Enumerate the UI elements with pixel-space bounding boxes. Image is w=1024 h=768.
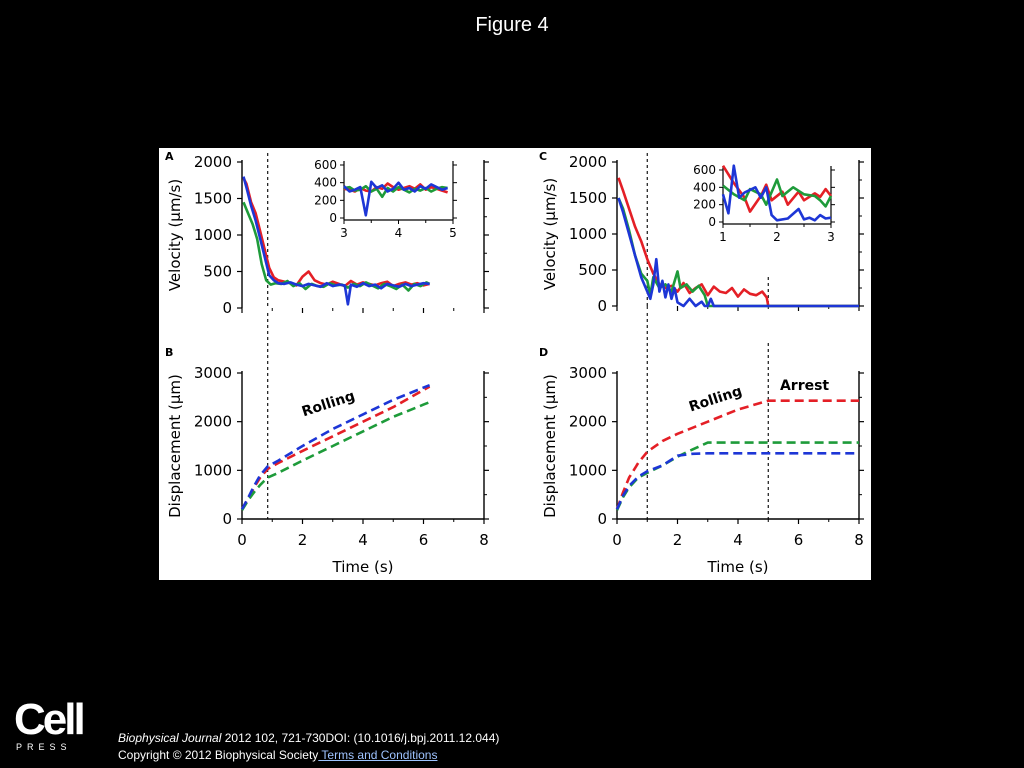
y-tick-label: 0	[222, 299, 232, 317]
x-tick-label: 2	[673, 531, 683, 549]
y-tick-label: 2000	[569, 153, 607, 171]
inset-y-tick-label: 0	[708, 215, 716, 229]
y-tick-label: 2000	[194, 413, 232, 431]
y-tick-label: 2000	[194, 153, 232, 171]
journal-name: Biophysical Journal	[118, 731, 222, 745]
terms-and-conditions-link[interactable]: Terms and Conditions	[318, 748, 438, 762]
inset-a-series-blue	[343, 180, 448, 217]
panel-a-series-blue	[242, 176, 430, 306]
x-tick-label: 6	[794, 531, 804, 549]
inset-y-tick-label: 600	[693, 163, 716, 177]
slide-title: Figure 4	[475, 14, 549, 36]
y-tick-label: 1000	[194, 226, 232, 244]
panel-letter: C	[539, 150, 547, 163]
x-tick-label: 2	[298, 531, 308, 549]
inset-x-tick-label: 3	[340, 226, 348, 240]
panel-d: D 0 1000 2000 3000 0 2 4 6 8 Displacement (μm) Time…	[539, 313, 864, 576]
y-axis-label: Velocity (μm/s)	[541, 178, 559, 290]
cell-press-logo: Cell PRESS	[14, 695, 86, 753]
inset-y-tick-label: 0	[329, 211, 337, 225]
annotation-label: Arrest	[780, 378, 829, 394]
copyright-line: Copyright © 2012 Biophysical Society Ter…	[118, 748, 437, 762]
y-tick-label: 1500	[569, 189, 607, 207]
x-tick-label: 4	[733, 531, 743, 549]
copyright-text: Copyright © 2012 Biophysical Society	[118, 748, 319, 762]
annotation-label: Rolling	[687, 383, 744, 415]
inset-x-tick-label: 5	[449, 226, 457, 240]
inset-y-tick-label: 400	[314, 176, 337, 190]
y-axis-label: Velocity (μm/s)	[166, 179, 184, 291]
figure-panel: A 0 500 1000 1500 2000 Velocity (μm/s) 0 200 400 6…	[159, 148, 871, 580]
x-tick-label: 6	[419, 531, 429, 549]
panel-c-series-blue	[617, 197, 859, 308]
y-tick-label: 0	[597, 510, 607, 528]
inset-y-tick-label: 200	[314, 193, 337, 207]
panel-letter: B	[165, 346, 173, 359]
y-tick-label: 500	[578, 261, 607, 279]
panel-d-series-red	[615, 399, 859, 510]
inset-x-tick-label: 4	[395, 226, 403, 240]
cell-logo-word: Cell	[14, 695, 86, 744]
y-tick-label: 0	[222, 510, 232, 528]
inset-x-tick-label: 2	[773, 230, 781, 244]
y-axis-label: Displacement (μm)	[541, 374, 559, 518]
y-tick-label: 1500	[194, 190, 232, 208]
y-tick-label: 2000	[569, 413, 607, 431]
citation: Biophysical Journal 2012 102, 721-730DOI…	[118, 731, 499, 745]
x-axis-label: Time (s)	[707, 558, 769, 576]
inset-y-tick-label: 400	[693, 180, 716, 194]
annotation-label: Rolling	[300, 388, 357, 420]
y-tick-label: 500	[203, 263, 232, 281]
inset-c: 0 200 400 600 1 2 3	[693, 163, 835, 244]
y-tick-label: 3000	[194, 364, 232, 382]
y-tick-label: 1000	[569, 225, 607, 243]
inset-x-tick-label: 1	[719, 230, 727, 244]
y-axis-label: Displacement (μm)	[166, 374, 184, 518]
inset-c-series-red	[721, 165, 833, 213]
x-tick-label: 8	[479, 531, 489, 549]
inset-y-tick-label: 600	[314, 158, 337, 172]
x-tick-label: 4	[358, 531, 368, 549]
y-tick-label: 3000	[569, 364, 607, 382]
panel-c: C 0 500 1000 1500 2000 Velocity (μm/s) 0 200 400 6…	[539, 150, 864, 315]
panel-letter: A	[165, 150, 174, 163]
inset-x-tick-label: 3	[827, 230, 835, 244]
x-tick-label: 8	[854, 531, 864, 549]
panel-letter: D	[539, 346, 548, 359]
panel-a: A 0 500 1000 1500 2000 Velocity (μm/s) 0 200 400 6…	[165, 150, 489, 317]
y-tick-label: 1000	[569, 461, 607, 479]
y-tick-label: 1000	[194, 461, 232, 479]
x-tick-label: 0	[612, 531, 622, 549]
inset-c-series-blue	[721, 164, 832, 222]
panel-d-series-blue	[615, 451, 859, 510]
citation-details: 2012 102, 721-730DOI: (10.1016/j.bpj.201…	[221, 731, 500, 745]
inset-c-series-green	[722, 178, 833, 208]
x-axis-label: Time (s)	[332, 558, 394, 576]
y-tick-label: 0	[597, 297, 607, 315]
x-tick-label: 0	[237, 531, 247, 549]
panel-b-series-green	[240, 400, 431, 511]
inset-y-tick-label: 200	[693, 198, 716, 212]
press-logo-word: PRESS	[16, 742, 72, 752]
panel-b-series-blue	[240, 383, 431, 510]
inset-a: 0 200 400 600 3 4 5	[314, 158, 457, 240]
panel-b: B 0 1000 2000 3000 0 2 4 6 8 Displacement (μm) Time…	[165, 313, 489, 576]
